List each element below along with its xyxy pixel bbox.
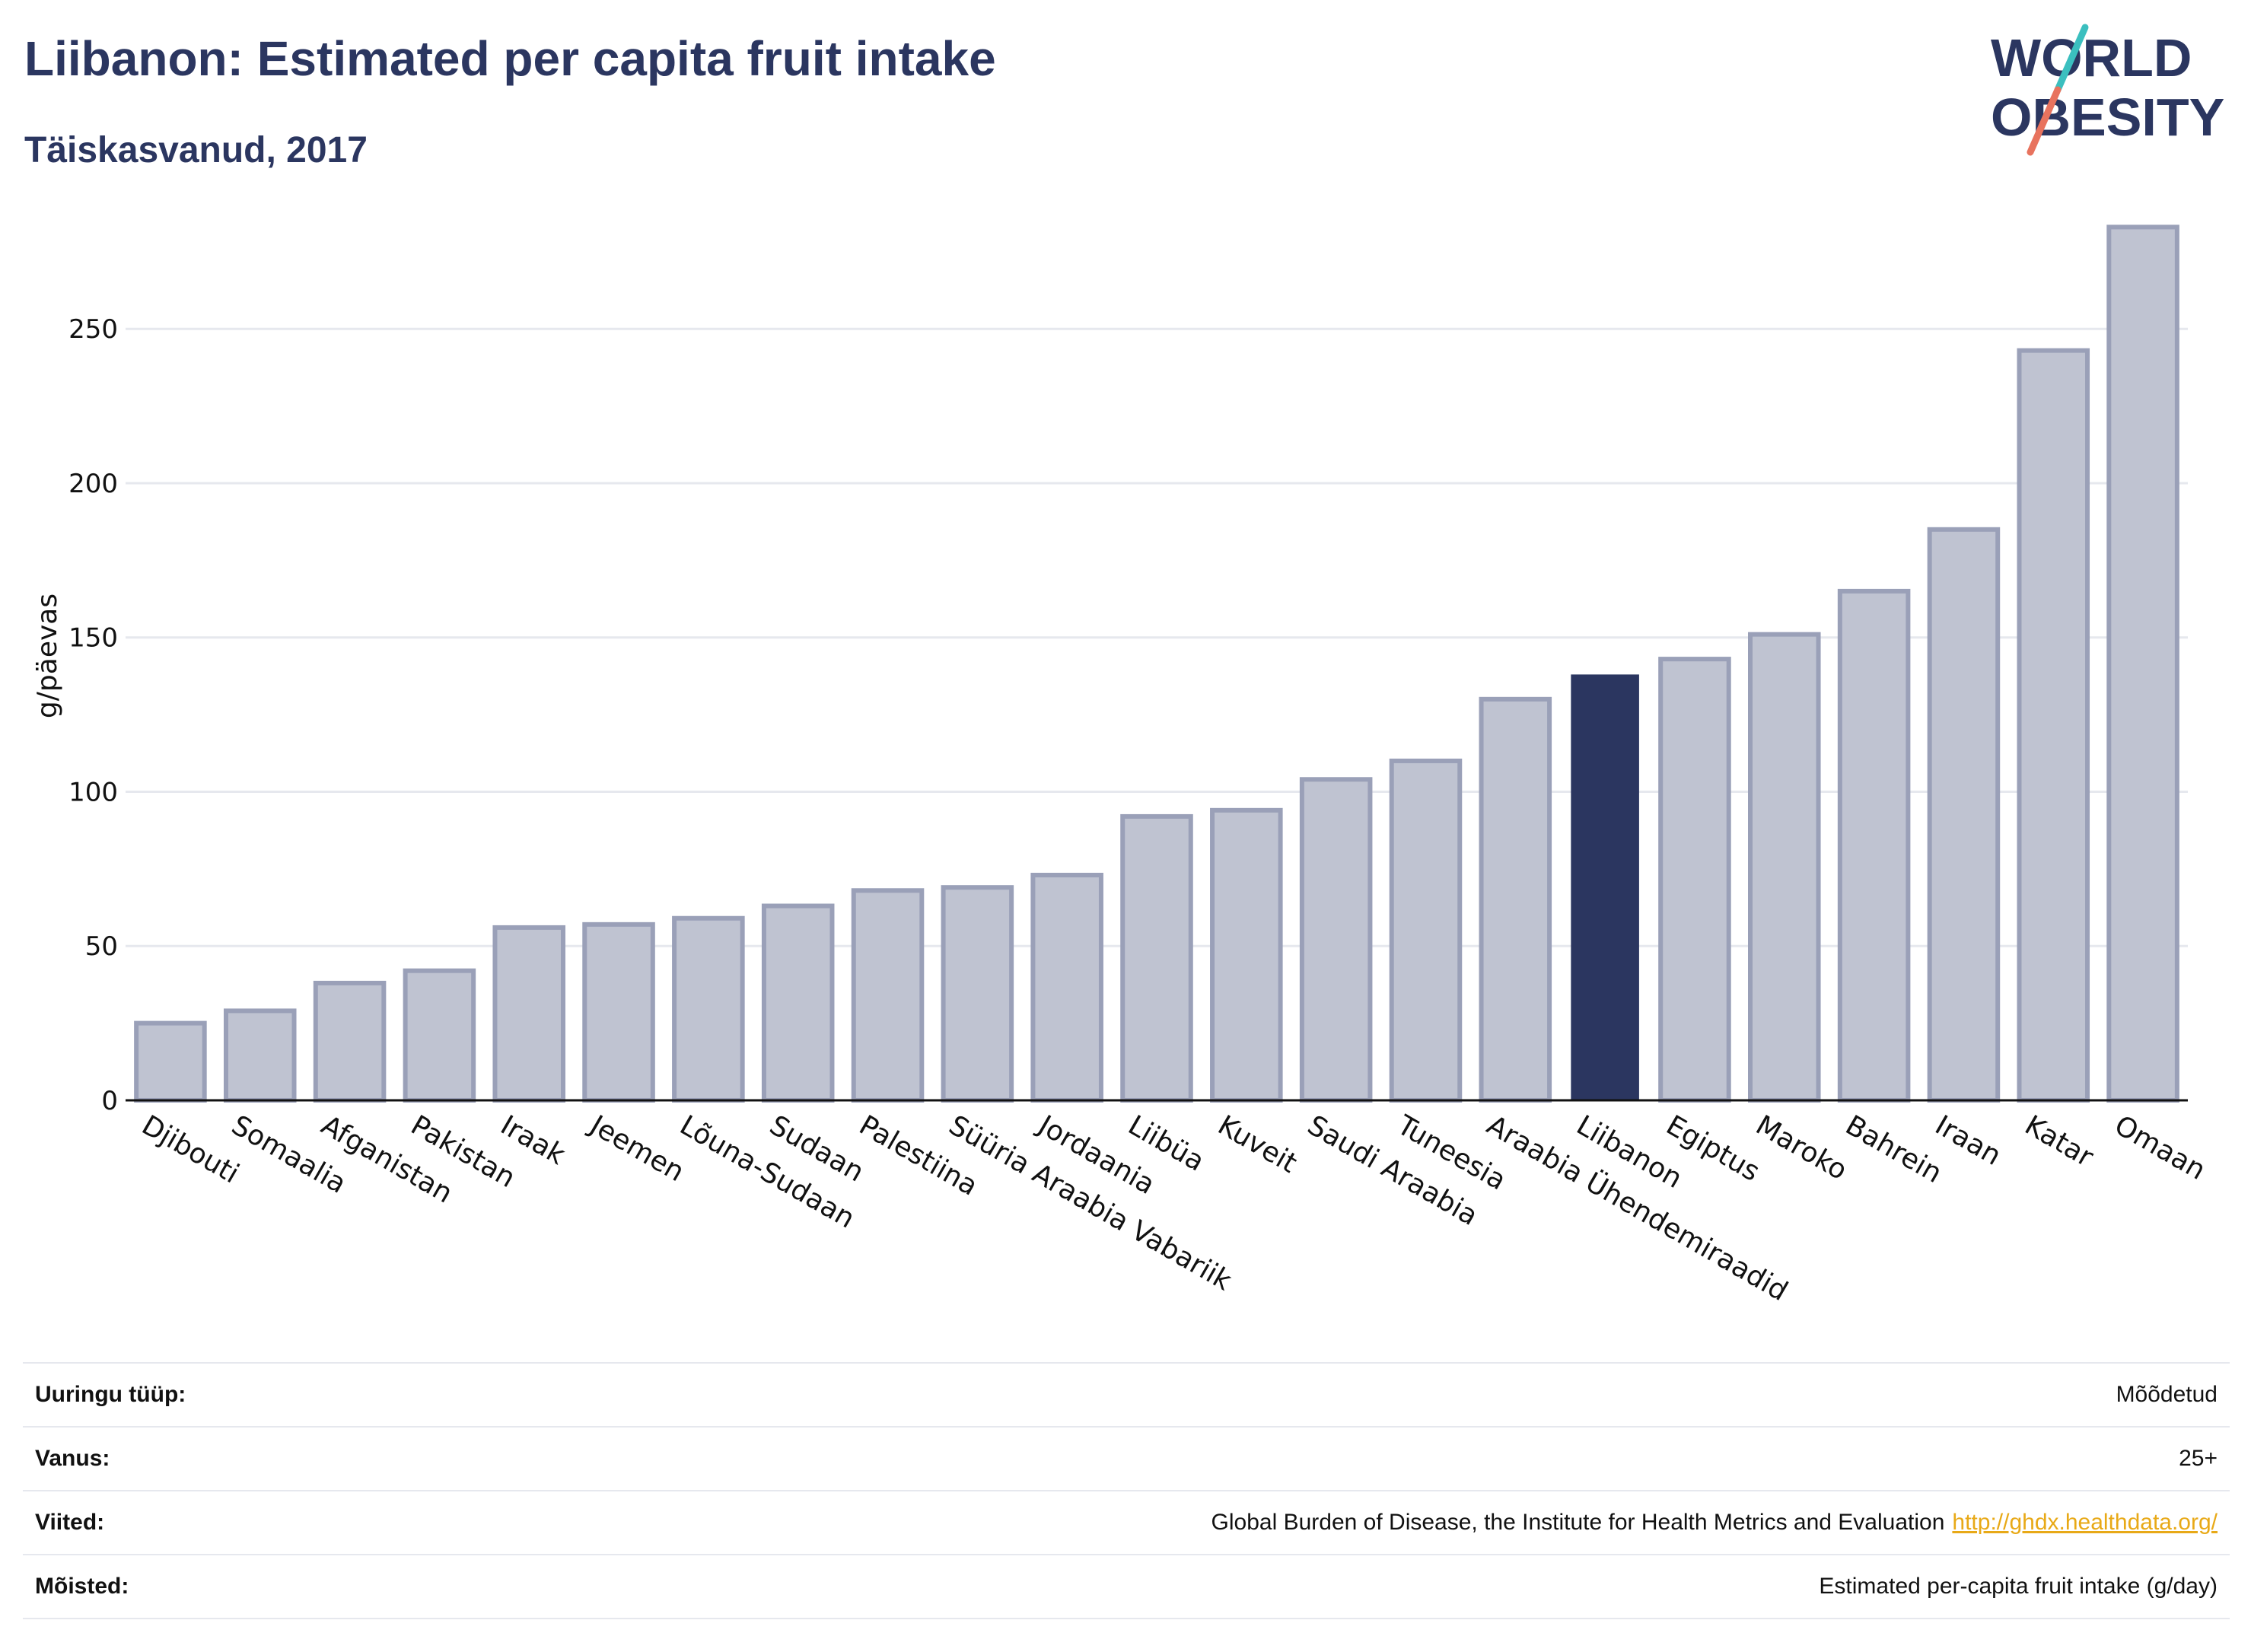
bar-egiptus[interactable] bbox=[1658, 657, 1731, 1103]
bar-iraan[interactable] bbox=[1927, 527, 2001, 1103]
bar-süüria-araabia-vabariik[interactable] bbox=[941, 885, 1014, 1103]
bar-jeemen[interactable] bbox=[582, 921, 655, 1103]
chart-title: Liibanon: Estimated per capita fruit int… bbox=[24, 31, 996, 86]
metadata-table: Uuringu tüüp: Mõõdetud Vanus: 25+ Viited: Glo… bbox=[23, 1362, 2230, 1619]
logo-slash-coral bbox=[2027, 86, 2062, 156]
bar-bahrein[interactable] bbox=[1837, 588, 1911, 1103]
x-tick-label: Maroko bbox=[1750, 1109, 1852, 1186]
bar-kuveit[interactable] bbox=[1210, 807, 1283, 1103]
bar-djibouti[interactable] bbox=[134, 1020, 207, 1103]
reference-link[interactable]: http://ghdx.healthdata.org/ bbox=[1952, 1510, 2218, 1535]
chart-subtitle: Täiskasvanud, 2017 bbox=[24, 130, 368, 170]
bar-pakistan[interactable] bbox=[403, 968, 476, 1103]
meta-value: Estimated per-capita fruit intake (g/day… bbox=[1819, 1574, 2218, 1599]
x-tick-label: Kuveit bbox=[1212, 1109, 1302, 1179]
y-tick-label: 50 bbox=[85, 931, 118, 962]
meta-value: Global Burden of Disease, the Institute … bbox=[1211, 1510, 2218, 1535]
bar-omaan[interactable] bbox=[2106, 224, 2179, 1103]
logo-line1: WORLD bbox=[1991, 28, 2192, 88]
bar-chart: 050100150200250DjiboutiSomaaliaAfganista… bbox=[32, 224, 2211, 1307]
bar-lõuna-sudaan[interactable] bbox=[672, 915, 745, 1103]
bar-tuneesia[interactable] bbox=[1389, 758, 1463, 1103]
x-tick-label: Omaan bbox=[2109, 1109, 2211, 1186]
y-tick-label: 250 bbox=[68, 314, 118, 345]
meta-label: Viited: bbox=[35, 1510, 105, 1535]
y-tick-label: 100 bbox=[68, 777, 118, 807]
bar-katar[interactable] bbox=[2017, 348, 2090, 1103]
x-tick-label: Katar bbox=[2020, 1109, 2099, 1173]
y-tick-label: 150 bbox=[68, 623, 118, 654]
bar-palestiina[interactable] bbox=[851, 888, 925, 1103]
bar-liibüa[interactable] bbox=[1120, 813, 1193, 1103]
meta-label: Uuringu tüüp: bbox=[35, 1382, 186, 1407]
bar-iraak[interactable] bbox=[492, 925, 565, 1103]
bar-araabia-ühendemiraadid[interactable] bbox=[1479, 696, 1552, 1103]
bar-jordaania[interactable] bbox=[1030, 872, 1103, 1103]
y-axis-label: g/päevas bbox=[32, 594, 63, 718]
bar-maroko[interactable] bbox=[1748, 632, 1821, 1103]
y-tick-label: 0 bbox=[101, 1086, 118, 1116]
bar-layer bbox=[134, 224, 2179, 1103]
meta-label: Mõisted: bbox=[35, 1574, 129, 1599]
meta-row: Uuringu tüüp: Mõõdetud bbox=[23, 1362, 2230, 1426]
meta-label: Vanus: bbox=[35, 1446, 110, 1471]
x-tick-label: Bahrein bbox=[1840, 1109, 1947, 1189]
bar-somaalia[interactable] bbox=[223, 1008, 297, 1103]
bar-sudaan[interactable] bbox=[761, 903, 835, 1103]
x-tick-label: Djibouti bbox=[136, 1109, 244, 1189]
bar-liibanon[interactable] bbox=[1571, 674, 1639, 1100]
x-tick-label: Jeemen bbox=[584, 1109, 689, 1188]
y-tick-label: 200 bbox=[68, 469, 118, 499]
logo-line2: OBESITY bbox=[1991, 88, 2224, 147]
world-obesity-logo: WORLD OBESITY bbox=[1991, 24, 2224, 156]
meta-value: Mõõdetud bbox=[2116, 1382, 2218, 1407]
meta-row: Viited: Global Burden of Disease, the Ins… bbox=[23, 1490, 2230, 1554]
bar-afganistan[interactable] bbox=[313, 980, 387, 1103]
meta-row: Vanus: 25+ bbox=[23, 1426, 2230, 1490]
logo-slash-teal bbox=[2054, 24, 2089, 94]
meta-value: 25+ bbox=[2179, 1446, 2218, 1471]
bar-saudi-araabia[interactable] bbox=[1299, 777, 1373, 1103]
meta-row: Mõisted: Estimated per-capita fruit intak… bbox=[23, 1554, 2230, 1619]
